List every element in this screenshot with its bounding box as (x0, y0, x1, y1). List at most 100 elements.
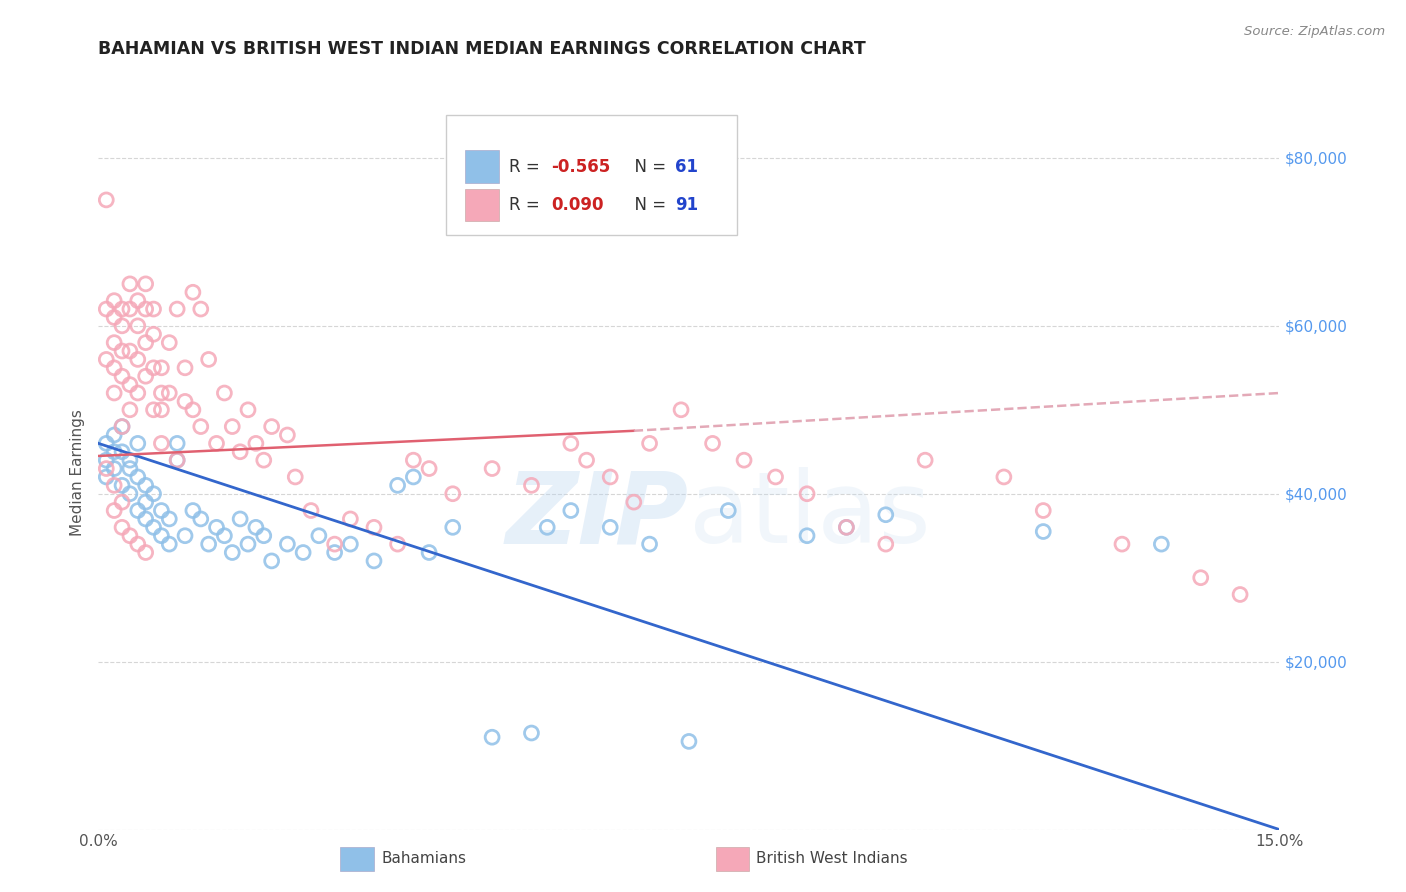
Point (702, 436, 724, 450)
Text: Bahamians: Bahamians (381, 851, 465, 866)
Point (96, 301, 118, 316)
Point (166, 301, 188, 316)
Point (387, 478, 409, 492)
Point (253, 529, 276, 543)
Point (127, 352, 149, 367)
Point (229, 512, 252, 526)
Point (560, 503, 582, 517)
Point (1032, 503, 1054, 517)
Point (197, 537, 219, 551)
Text: atlas: atlas (689, 467, 931, 564)
Point (623, 495, 645, 509)
Point (638, 537, 661, 551)
Point (157, 335, 180, 350)
Point (135, 478, 157, 492)
Point (221, 419, 243, 434)
Point (118, 301, 141, 316)
Point (796, 487, 818, 501)
Point (118, 461, 141, 475)
Point (135, 512, 157, 526)
Point (127, 386, 149, 401)
Point (118, 277, 141, 291)
Point (150, 436, 173, 450)
Point (142, 520, 165, 534)
Point (245, 520, 267, 534)
Point (127, 537, 149, 551)
Point (174, 394, 197, 409)
Point (166, 436, 188, 450)
Point (118, 529, 141, 543)
Point (520, 726, 543, 740)
Point (142, 360, 165, 375)
Point (103, 428, 125, 442)
Text: ZIP: ZIP (506, 467, 689, 564)
Point (299, 503, 322, 517)
Point (111, 495, 134, 509)
Point (190, 512, 212, 526)
Point (111, 318, 134, 333)
Point (127, 293, 149, 308)
Point (323, 545, 346, 559)
Point (678, 734, 700, 748)
Point (253, 453, 276, 467)
Point (229, 444, 252, 458)
Point (118, 377, 141, 392)
Point (166, 453, 188, 467)
Point (111, 419, 134, 434)
Text: N =: N = (624, 158, 672, 176)
Point (111, 520, 134, 534)
Point (135, 335, 157, 350)
Point (441, 520, 464, 534)
Point (103, 360, 125, 375)
Point (205, 520, 228, 534)
Text: R =: R = (509, 158, 546, 176)
Point (166, 453, 188, 467)
Point (135, 369, 157, 384)
Point (118, 344, 141, 359)
Point (181, 402, 204, 417)
Point (103, 444, 125, 458)
Point (111, 301, 134, 316)
Point (96, 453, 118, 467)
Point (669, 402, 692, 417)
Text: British West Indians: British West Indians (756, 851, 908, 866)
Text: 61: 61 (675, 158, 697, 176)
Point (103, 293, 125, 308)
Point (221, 545, 243, 559)
Point (276, 428, 298, 442)
Point (575, 453, 598, 467)
Point (796, 529, 818, 543)
Text: 91: 91 (675, 196, 697, 214)
Point (418, 545, 440, 559)
Point (197, 352, 219, 367)
Point (1189, 571, 1212, 585)
Point (1150, 537, 1173, 551)
Point (284, 470, 307, 484)
Point (127, 318, 149, 333)
Point (1111, 537, 1133, 551)
Point (135, 545, 157, 559)
Point (127, 503, 149, 517)
Point (142, 301, 165, 316)
Point (157, 537, 180, 551)
Point (402, 453, 425, 467)
Point (441, 487, 464, 501)
Point (260, 419, 283, 434)
Point (150, 529, 173, 543)
Point (245, 436, 267, 450)
Point (135, 277, 157, 291)
Point (402, 470, 425, 484)
Point (103, 461, 125, 475)
Y-axis label: Median Earnings: Median Earnings (70, 409, 86, 536)
Point (111, 444, 134, 458)
Point (96, 461, 118, 475)
Point (339, 537, 361, 551)
Point (142, 327, 165, 342)
Point (127, 436, 149, 450)
Point (1032, 524, 1054, 539)
Point (96, 193, 118, 207)
Point (638, 436, 661, 450)
Point (363, 520, 385, 534)
Point (236, 402, 259, 417)
Point (520, 478, 543, 492)
